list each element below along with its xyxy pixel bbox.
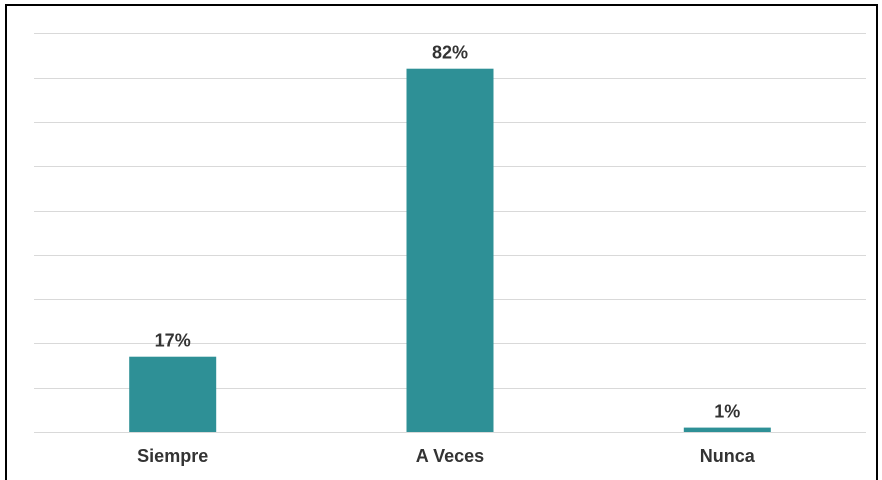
data-labels: 17% 82% 1%	[155, 43, 741, 422]
data-label-a-veces: 82%	[432, 43, 468, 63]
category-label-siempre: Siempre	[137, 446, 208, 466]
data-label-siempre: 17%	[155, 331, 191, 351]
bar-nunca	[683, 427, 771, 432]
data-label-nunca: 1%	[714, 402, 740, 422]
bar-a-veces	[406, 68, 494, 432]
bar-siempre	[129, 356, 217, 432]
bars	[129, 68, 771, 432]
category-labels: Siempre A Veces Nunca	[137, 446, 756, 466]
category-label-nunca: Nunca	[700, 446, 756, 466]
category-label-a-veces: A Veces	[416, 446, 484, 466]
